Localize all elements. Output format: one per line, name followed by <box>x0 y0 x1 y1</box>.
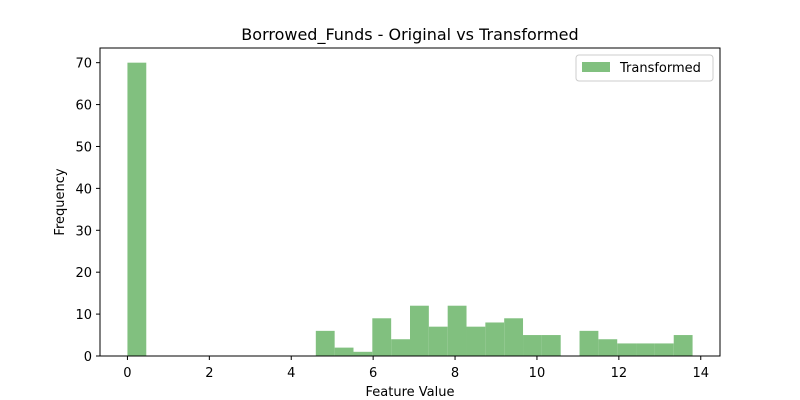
legend-box <box>575 54 714 82</box>
x-tick-label: 14 <box>692 366 709 381</box>
x-tick-label: 4 <box>287 366 295 381</box>
x-axis-label: Feature Value <box>366 385 455 400</box>
histogram-bar <box>391 339 410 356</box>
legend-label: Transformed <box>619 61 701 76</box>
y-tick-label: 0 <box>84 350 92 365</box>
y-tick-label: 50 <box>75 140 92 155</box>
x-tick-label: 8 <box>451 366 459 381</box>
x-axis-ticks: 0 2 4 6 8 10 12 14 <box>123 356 709 381</box>
histogram-bar <box>579 330 599 356</box>
y-axis-label: Frequency <box>53 168 68 235</box>
y-tick-label: 70 <box>75 57 92 72</box>
y-tick-label: 40 <box>75 182 92 197</box>
histogram-bar <box>485 322 505 356</box>
x-tick-label: 2 <box>205 366 213 381</box>
x-tick-label: 0 <box>123 366 131 381</box>
y-tick-label: 20 <box>75 266 92 281</box>
histogram-bar <box>315 330 335 356</box>
histogram-bar <box>504 318 524 356</box>
histogram-bar <box>523 335 542 356</box>
x-tick-label: 6 <box>369 366 377 381</box>
chart-title: Borrowed_Funds - Original vs Transformed <box>241 25 578 45</box>
histogram-bar <box>617 343 637 356</box>
histogram-bar <box>636 343 655 356</box>
x-tick-label: 10 <box>529 366 546 381</box>
x-tick-label: 12 <box>611 366 628 381</box>
histogram-bar <box>673 335 693 356</box>
histogram-bar <box>353 351 373 356</box>
histogram-bar <box>372 318 392 356</box>
histogram-bar <box>428 326 448 356</box>
y-tick-label: 10 <box>75 308 92 323</box>
histogram-bar <box>654 343 674 356</box>
y-tick-label: 60 <box>75 99 92 114</box>
histogram-bar <box>334 347 354 356</box>
histogram-bar <box>447 305 467 356</box>
histogram-bar <box>598 339 618 356</box>
y-axis-ticks: 0 10 20 30 40 50 60 70 <box>75 57 100 365</box>
histogram-bar <box>541 335 561 356</box>
histogram-bar <box>466 326 486 356</box>
histogram-bars <box>127 62 693 357</box>
histogram-bar <box>127 62 147 357</box>
histogram-bar <box>410 305 429 356</box>
legend-swatch <box>582 62 610 72</box>
plot-frame <box>99 47 721 357</box>
legend: Transformed <box>575 54 714 82</box>
y-tick-label: 30 <box>75 224 92 239</box>
